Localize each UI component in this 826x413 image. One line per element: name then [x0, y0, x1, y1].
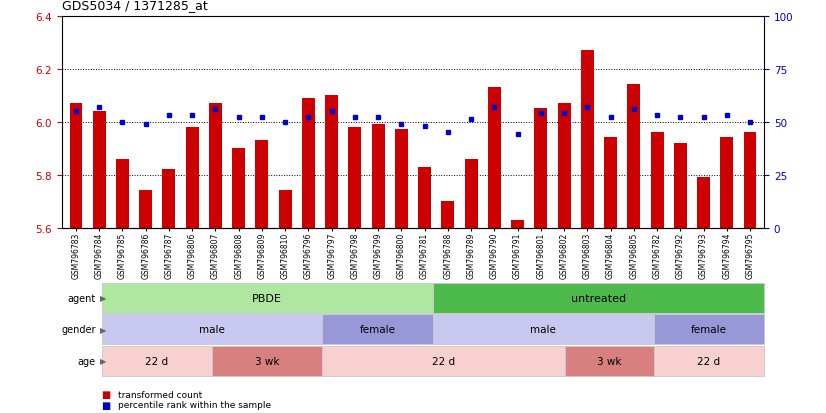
Bar: [325, 96, 338, 228]
Bar: [674, 143, 686, 228]
Text: male: male: [530, 325, 556, 335]
Bar: [255, 141, 268, 228]
Text: ▶: ▶: [100, 294, 107, 303]
Text: 3 wk: 3 wk: [597, 356, 622, 366]
Bar: [441, 202, 454, 228]
Text: PBDE: PBDE: [252, 293, 282, 303]
Bar: [651, 133, 663, 228]
Text: 22 d: 22 d: [145, 356, 169, 366]
Bar: [278, 191, 292, 228]
Text: 3 wk: 3 wk: [255, 356, 279, 366]
Text: GDS5034 / 1371285_at: GDS5034 / 1371285_at: [62, 0, 207, 12]
Bar: [534, 109, 548, 228]
Bar: [69, 104, 83, 228]
Bar: [558, 104, 571, 228]
Text: transformed count: transformed count: [118, 390, 202, 399]
Bar: [232, 149, 245, 228]
Bar: [302, 98, 315, 228]
Text: percentile rank within the sample: percentile rank within the sample: [118, 400, 271, 409]
Bar: [186, 128, 198, 228]
Bar: [93, 112, 106, 228]
Bar: [349, 128, 361, 228]
Bar: [743, 133, 757, 228]
Text: female: female: [359, 325, 396, 335]
Bar: [418, 167, 431, 228]
Text: ▶: ▶: [100, 325, 107, 334]
Text: 22 d: 22 d: [697, 356, 720, 366]
Bar: [581, 51, 594, 228]
Bar: [697, 178, 710, 228]
Bar: [116, 159, 129, 228]
Text: 22 d: 22 d: [432, 356, 455, 366]
Bar: [209, 104, 222, 228]
Text: male: male: [199, 325, 225, 335]
Bar: [720, 138, 733, 228]
Text: ▶: ▶: [100, 356, 107, 366]
Bar: [511, 220, 524, 228]
Bar: [604, 138, 617, 228]
Text: gender: gender: [61, 325, 96, 335]
Bar: [140, 191, 152, 228]
Bar: [628, 85, 640, 228]
Bar: [465, 159, 477, 228]
Text: age: age: [78, 356, 96, 366]
Bar: [395, 130, 408, 228]
Text: untreated: untreated: [571, 293, 626, 303]
Text: agent: agent: [68, 293, 96, 303]
Text: ■: ■: [102, 389, 111, 399]
Text: ■: ■: [102, 400, 111, 410]
Bar: [488, 88, 501, 228]
Bar: [163, 170, 175, 228]
Text: female: female: [691, 325, 727, 335]
Bar: [372, 125, 385, 228]
